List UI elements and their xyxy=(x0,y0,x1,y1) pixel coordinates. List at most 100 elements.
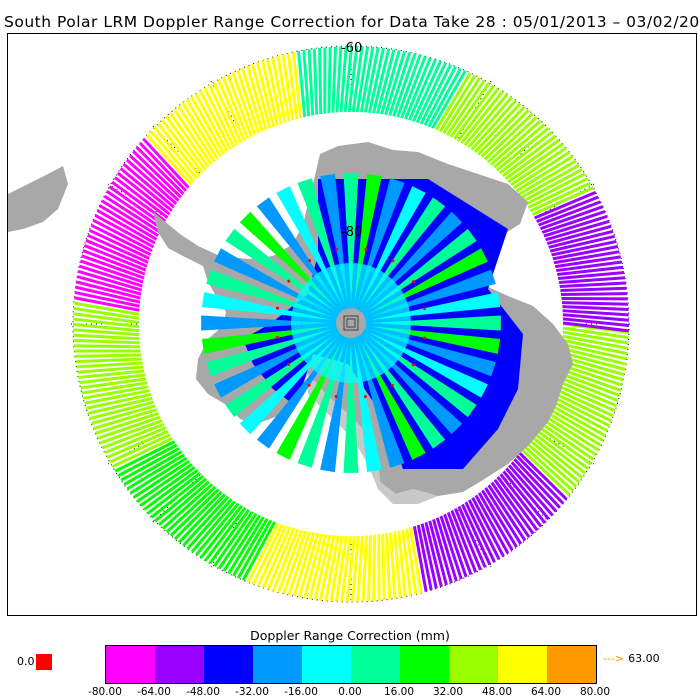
ocean-track-segment xyxy=(74,353,142,358)
ocean-track-segment xyxy=(120,446,180,482)
ocean-track-segment xyxy=(461,503,492,566)
ocean-track-segment xyxy=(554,255,621,269)
zero-value-marker xyxy=(335,247,339,251)
ocean-track-segment xyxy=(236,519,273,579)
ocean-track-segment xyxy=(79,373,146,385)
ocean-track-segment xyxy=(138,141,188,192)
ocean-track-segment xyxy=(408,58,437,121)
ocean-track-segment xyxy=(105,190,163,230)
ocean-track-segment xyxy=(356,535,364,602)
ocean-track-segment xyxy=(493,478,535,535)
ocean-track-segment xyxy=(446,79,486,136)
zero-value-marker xyxy=(308,258,312,262)
colorbar-segment xyxy=(253,646,302,683)
ocean-track-segment xyxy=(419,63,453,125)
zero-value-marker xyxy=(364,247,368,251)
ocean-track-segment xyxy=(552,386,614,418)
ocean-track-segment xyxy=(400,55,427,119)
ocean-track-segment xyxy=(446,511,473,576)
ocean-track-segment xyxy=(182,495,230,547)
colorbar-segment xyxy=(498,646,547,683)
ocean-track-segment xyxy=(553,382,616,413)
ocean-track-segment xyxy=(520,163,580,199)
zero-value-marker xyxy=(423,336,427,340)
ocean-track-segment xyxy=(347,46,359,113)
ocean-track-segment xyxy=(366,535,373,602)
ocean-track-segment xyxy=(389,532,397,599)
overflow-indicator: ---> 63.00 xyxy=(603,652,660,665)
colorbar-tick-label: 16.00 xyxy=(383,686,415,698)
ocean-track-segment xyxy=(536,195,599,223)
ocean-track-segment xyxy=(157,480,211,527)
ocean-track-segment xyxy=(169,488,220,537)
ocean-track-segment xyxy=(560,350,626,371)
ocean-track-segment xyxy=(385,532,392,600)
ocean-track-segment xyxy=(435,517,458,582)
ocean-track-segment xyxy=(562,305,629,312)
ocean-track-segment xyxy=(123,450,183,486)
colorbar-tick-label: 80.00 xyxy=(579,686,611,698)
ocean-track-segment xyxy=(489,119,542,166)
ocean-track-segment xyxy=(443,513,468,578)
ocean-track-segment xyxy=(78,264,143,288)
ocean-track-segment xyxy=(125,158,178,206)
ocean-track-segment xyxy=(91,404,156,425)
ocean-track-segment xyxy=(217,512,258,570)
ocean-track-segment xyxy=(113,176,169,219)
ocean-track-segment xyxy=(517,159,577,196)
ocean-track-segment xyxy=(75,357,142,364)
ocean-track-segment xyxy=(92,408,158,430)
zero-color-swatch xyxy=(36,654,52,670)
ocean-track-segment xyxy=(154,477,208,523)
ocean-track-segment xyxy=(85,392,152,410)
map-title: South Polar LRM Doppler Range Correction… xyxy=(4,13,700,31)
ocean-track-segment xyxy=(467,96,513,149)
ocean-track-segment xyxy=(106,429,169,459)
ocean-track-segment xyxy=(495,127,550,172)
ocean-track-segment xyxy=(372,48,391,114)
ocean-track-segment xyxy=(409,527,423,594)
ocean-track-segment xyxy=(536,424,592,466)
ocean-track-segment xyxy=(439,515,463,580)
ocean-track-segment xyxy=(85,238,148,268)
colorbar-segment xyxy=(302,646,351,683)
ocean-track-segment xyxy=(271,57,287,123)
ocean-track-segment xyxy=(297,532,320,598)
ocean-track-segment xyxy=(250,63,272,129)
ocean-track-segment xyxy=(96,209,156,245)
ocean-track-segment xyxy=(241,521,277,581)
ocean-track-segment xyxy=(492,123,546,169)
ocean-track-segment xyxy=(522,168,583,203)
ocean-track-segment xyxy=(213,510,254,568)
ocean-track-segment xyxy=(543,214,608,238)
ocean-track-segment xyxy=(271,528,300,592)
zero-value-marker xyxy=(287,279,291,283)
ocean-track-segment xyxy=(525,441,578,488)
ocean-track-segment xyxy=(431,69,467,130)
ocean-track-segment xyxy=(135,146,185,196)
ocean-track-segment xyxy=(554,378,618,408)
ocean-track-segment xyxy=(484,487,523,545)
ocean-track-segment xyxy=(161,483,214,530)
ocean-track-segment xyxy=(463,93,509,147)
ocean-track-segment xyxy=(424,521,443,588)
ocean-track-segment xyxy=(345,535,356,602)
colorbar-segment xyxy=(400,646,449,683)
ocean-track-segment xyxy=(412,526,428,592)
ocean-track-segment xyxy=(507,464,554,517)
ocean-track-segment xyxy=(78,369,145,379)
ocean-track-segment xyxy=(411,60,443,122)
ocean-track-segment xyxy=(557,270,625,280)
ocean-track-segment xyxy=(561,346,627,366)
ocean-track-segment xyxy=(236,69,261,134)
ocean-track-segment xyxy=(518,451,568,501)
ocean-track-segment xyxy=(195,502,240,556)
ocean-track-segment xyxy=(562,321,629,333)
swath-wedge xyxy=(343,343,359,473)
ocean-track-segment xyxy=(231,71,257,136)
ocean-track-segment xyxy=(241,67,264,132)
ocean-track-segment xyxy=(132,150,183,199)
ocean-track-segment xyxy=(545,405,605,442)
colorbar-title: Doppler Range Correction (mm) xyxy=(250,628,450,643)
ocean-track-segment xyxy=(562,338,628,356)
